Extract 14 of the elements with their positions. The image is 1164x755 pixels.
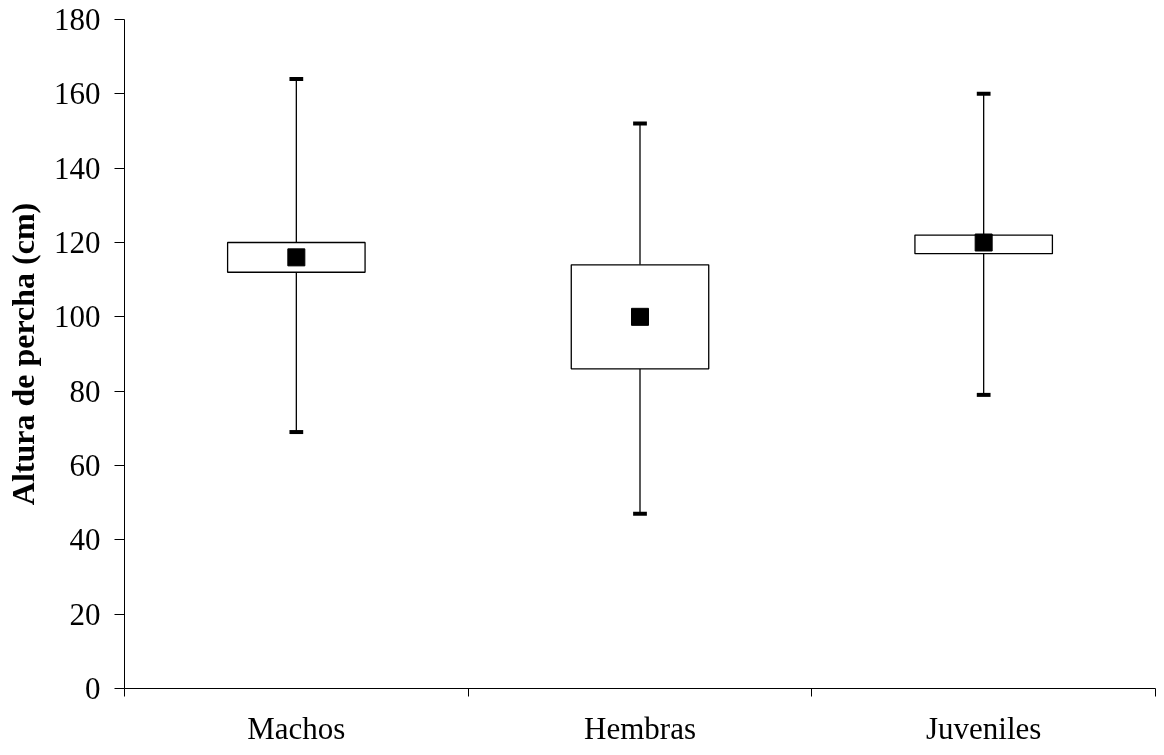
x-tick-label: Machos <box>247 710 346 746</box>
y-tick-label: 180 <box>54 2 101 37</box>
y-axis-title: Altura de percha (cm) <box>5 202 41 506</box>
y-tick-label: 60 <box>69 448 101 483</box>
y-tick-label: 100 <box>54 299 101 335</box>
y-tick-label: 120 <box>54 225 101 260</box>
y-tick-label: 40 <box>69 522 101 558</box>
x-tick-label: Hembras <box>584 710 696 746</box>
y-tick-label: 80 <box>69 373 101 409</box>
y-tick-label: 160 <box>54 76 101 112</box>
y-tick-label: 20 <box>69 596 101 632</box>
y-tick-label: 140 <box>54 150 101 186</box>
y-tick-label: 0 <box>85 671 101 706</box>
x-tick-label: Juveniles <box>925 710 1042 746</box>
